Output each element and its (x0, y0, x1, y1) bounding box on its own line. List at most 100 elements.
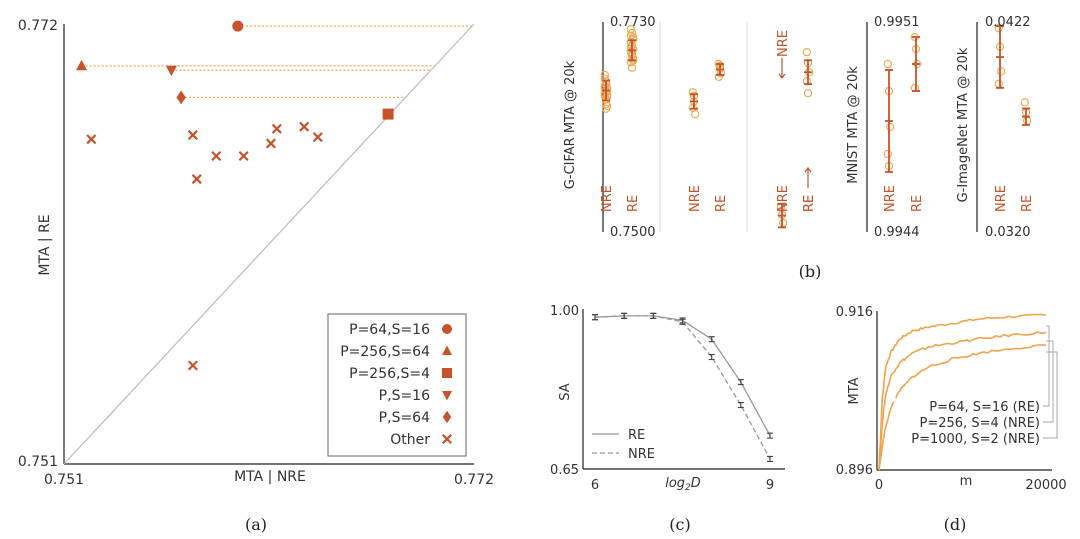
series-line-1 (878, 313, 1047, 471)
group-label-nre: NRE (600, 185, 615, 212)
sample-point (603, 101, 612, 111)
sample-point (779, 218, 788, 228)
sample-point (886, 122, 895, 132)
scatter-point-x-13 (312, 132, 323, 143)
panel-a-y-tick-top: 0.772 (18, 18, 58, 34)
offscale-label-re: RE (802, 167, 817, 212)
sample-point (688, 88, 697, 97)
panel-c-x-label: log2D (665, 476, 701, 493)
panel-b-sub5-y-tick-bottom: 0.0320 (985, 225, 1031, 240)
panel-a-x-tick-right: 0.772 (454, 472, 494, 488)
panel-b-sub4-y-label: MNIST MTA @ 20k (846, 66, 861, 184)
panel-a-scatter: 0.772 0.751 0.751 0.772 MTA | NRE MTA | … (18, 18, 494, 534)
panel-c-y-tick-top: 1.00 (550, 304, 579, 319)
panel-c-legend-nre: NRE (628, 447, 655, 462)
legend-label-5: Other (390, 432, 430, 448)
panel-b-sub5-y-tick-top: 0.0422 (985, 15, 1031, 30)
group-label-re: RE (626, 195, 641, 212)
panel-a-caption: (a) (245, 515, 267, 534)
series-nre-point (708, 353, 715, 361)
series-nre-point (650, 312, 657, 319)
sample-point (626, 37, 635, 47)
sample-point (883, 59, 892, 69)
sample-point (994, 79, 1003, 88)
panel-b-caption: (b) (799, 262, 822, 281)
legend-marker-triangle-down (442, 391, 452, 401)
sample-point (994, 24, 1003, 33)
scatter-point-square-2 (382, 108, 394, 120)
panel-d-caption: (d) (944, 515, 967, 534)
sample-point (626, 58, 635, 67)
panel-c-y-tick-bottom: 0.65 (550, 463, 579, 478)
series-re-point (737, 379, 744, 386)
sample-point (997, 67, 1006, 76)
scatter-point-x-11 (271, 123, 282, 134)
legend-marker-circle (442, 324, 452, 334)
sample-point (600, 91, 609, 101)
panel-d-y-label: MTA (847, 377, 862, 404)
panel-d-line-chart: P=64, S=16 (RE) P=256, S=4 (NRE) P=1000,… (836, 305, 1067, 534)
offscale-label-nre: NRE (776, 30, 791, 79)
legend-label-3: P,S=16 (379, 388, 430, 404)
scatter-point-circle-0 (232, 20, 244, 32)
series-nre-point (679, 318, 686, 325)
legend-marker-triangle-up (442, 345, 452, 355)
panel-d-legend-bg (894, 398, 1056, 448)
sample-point (1023, 116, 1032, 125)
series-re-point (708, 336, 715, 343)
legend-label-0: P=64,S=16 (349, 322, 430, 338)
panel-c-x-label-rest: D (691, 476, 701, 491)
panel-b-sub1-y-tick-top: 0.7730 (610, 15, 656, 30)
panel-a-y-label: MTA | RE (37, 214, 53, 275)
sample-point (802, 47, 811, 57)
series-nre-point (737, 401, 744, 409)
panel-c-x-label-subscript: 2 (685, 483, 691, 493)
panel-a-y-tick-bottom: 0.751 (18, 454, 58, 470)
series-line-3 (878, 344, 1047, 471)
panel-b-sub4-y-tick-top: 0.9951 (874, 15, 920, 30)
offscale-arrowhead (778, 73, 786, 79)
group-label-nre: NRE (776, 185, 791, 212)
panel-a-x-tick-left: 0.751 (44, 472, 84, 488)
group-label-re: RE (1020, 195, 1035, 212)
scatter-point-x-12 (299, 121, 310, 132)
sample-point (626, 31, 635, 40)
group-label-re: RE (910, 195, 925, 212)
group-label-nre: NRE (883, 185, 898, 212)
subplot-5: NRE RE (976, 22, 1035, 232)
legend-label-2: P=256,S=4 (349, 366, 430, 382)
panel-b-sub5-y-label: G-ImageNet MTA @ 20k (956, 47, 971, 202)
series-nre-point (621, 312, 628, 319)
series-re-point (767, 432, 773, 439)
scatter-point-x-14 (187, 360, 198, 371)
group-label-re: RE (714, 195, 729, 212)
scatter-point-triangle-down-3 (165, 65, 177, 77)
legend-label-1: P=256,S=64 (340, 344, 430, 360)
legend-marker-diamond (442, 410, 452, 424)
panel-d-legend-series-2: P=256, S=4 (NRE) (920, 416, 1040, 431)
panel-d-legend-series-1: P=64, S=16 (RE) (929, 400, 1040, 415)
scatter-point-triangle-up-1 (76, 59, 88, 71)
subplot-2: NRE RE (688, 59, 729, 212)
panel-a-guides (81, 25, 473, 115)
scatter-point-x-6 (187, 130, 198, 141)
panel-c-legend-re: RE (628, 428, 645, 443)
panel-d-legend-series-3: P=1000, S=2 (NRE) (911, 432, 1040, 447)
legend-label-4: P,S=64 (379, 410, 430, 426)
sample-point (600, 70, 609, 80)
panel-a-x-label: MTA | NRE (234, 469, 306, 485)
panel-c-lines (592, 312, 773, 462)
scatter-point-x-7 (211, 150, 222, 162)
panel-c-x-tick-left: 6 (591, 478, 599, 493)
panel-d-y-tick-bottom: 0.896 (836, 463, 873, 478)
scatter-point-x-9 (191, 174, 202, 185)
sample-point (883, 149, 892, 159)
group-label-nre: NRE (688, 185, 703, 212)
sample-point (803, 89, 813, 98)
sample-point (714, 72, 723, 81)
panel-a-legend: P=64,S=16 P=256,S=64 P=256,S=4 P,S=16 P,S=64… (340, 322, 453, 448)
subplot-4: NRE RE (866, 22, 925, 232)
legend-marker-square (442, 368, 452, 378)
